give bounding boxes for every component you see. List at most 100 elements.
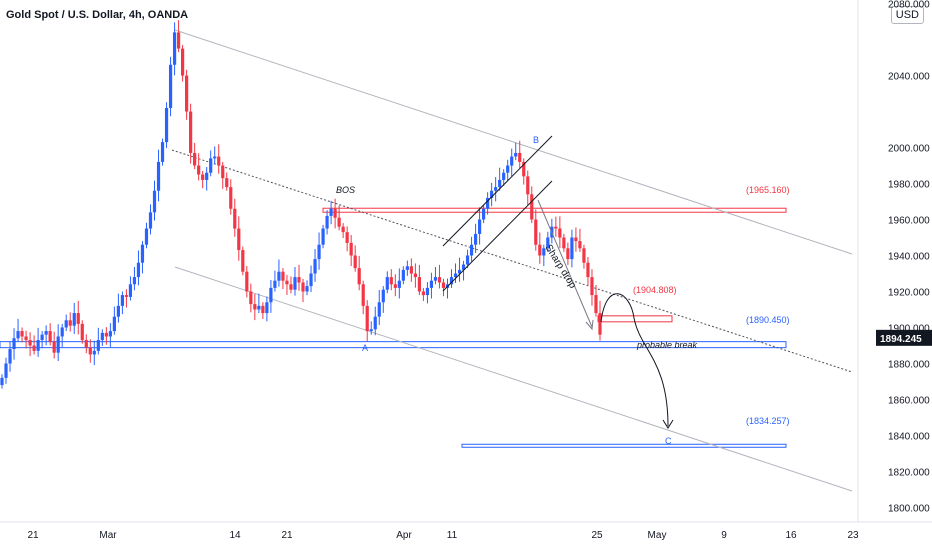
candle-body	[522, 161, 526, 177]
y-tick-label: 1920.000	[888, 287, 930, 298]
candle-body	[84, 340, 88, 348]
candle-body	[405, 266, 409, 270]
candle-body	[16, 331, 20, 339]
candle-body	[413, 273, 417, 278]
candles	[0, 20, 602, 389]
candle-body	[325, 215, 329, 229]
level-lines	[0, 207, 787, 448]
candle-body	[285, 280, 289, 285]
candle-body	[477, 219, 482, 234]
x-tick-label: 11	[447, 530, 458, 541]
candle-body	[341, 226, 345, 233]
candle-body	[265, 302, 269, 314]
candle-body	[353, 255, 357, 269]
candle-body	[120, 295, 125, 306]
candle-body	[52, 341, 56, 353]
candle-body	[176, 32, 181, 49]
candle-body	[473, 233, 478, 245]
candle-body	[181, 48, 185, 76]
candle-body	[241, 250, 245, 272]
candle-body	[506, 165, 510, 173]
x-tick-label: 9	[721, 530, 727, 541]
candle-body	[377, 302, 381, 317]
candle-body	[209, 158, 213, 173]
sharp-drop-arrowhead	[585, 319, 594, 331]
candle-body	[229, 187, 233, 209]
trend-lines	[171, 29, 853, 492]
candle-body	[457, 269, 462, 274]
annotations: BOS (1965.160) (1904.808) (1890.450) (1834.2…	[336, 135, 790, 446]
y-tick-label: 1960.000	[888, 216, 930, 227]
candle-body	[116, 305, 120, 317]
candle-body	[538, 244, 542, 256]
x-tick-label: 25	[591, 530, 603, 541]
candle-body	[60, 327, 64, 337]
flag-upper-line	[442, 135, 553, 247]
candle-body	[253, 304, 257, 310]
x-tick-label: 14	[229, 530, 241, 541]
candle-body	[329, 208, 333, 216]
candle-body	[160, 142, 165, 162]
candle-body	[321, 228, 325, 245]
candle-body	[570, 237, 574, 260]
candle-body	[441, 282, 446, 288]
currency-button[interactable]: USD	[890, 6, 924, 24]
level-1890-label: (1890.450)	[746, 315, 790, 325]
candle-body	[4, 363, 8, 378]
candle-body	[305, 286, 309, 292]
candle-body	[88, 347, 92, 355]
y-tick-label: 2040.000	[888, 72, 930, 83]
candle-body	[461, 264, 466, 270]
candle-body	[582, 248, 586, 263]
candle-body	[144, 228, 149, 245]
candle-body	[546, 237, 550, 249]
candle-body	[465, 255, 470, 265]
candle-body	[558, 228, 562, 238]
candle-body	[249, 291, 253, 305]
candle-body	[104, 332, 108, 337]
y-tick-label: 1860.000	[888, 395, 930, 406]
candle-body	[357, 268, 361, 285]
candle-body	[417, 277, 421, 292]
candle-body	[598, 313, 602, 335]
candle-body	[172, 32, 177, 65]
candle-body	[534, 219, 538, 245]
candle-body	[309, 273, 313, 287]
candle-body	[36, 340, 40, 351]
level-1890	[0, 341, 787, 349]
candle-body	[132, 277, 137, 285]
candle-body	[554, 226, 558, 229]
candle-body	[197, 165, 201, 175]
candle-body	[349, 242, 353, 256]
candle-body	[92, 350, 96, 355]
candle-body	[281, 271, 285, 281]
candle-body	[152, 190, 157, 213]
candle-body	[397, 280, 401, 288]
candle-body	[486, 197, 490, 209]
candle-body	[128, 284, 133, 297]
candle-body	[289, 284, 293, 290]
x-tick-label: Apr	[396, 530, 412, 541]
last-price-label: 1894.245	[880, 334, 922, 345]
candle-body	[317, 244, 321, 260]
projection-arrowhead	[662, 419, 674, 429]
x-tick-label: Mar	[99, 530, 117, 541]
candle-body	[108, 331, 112, 337]
candle-body	[393, 284, 397, 288]
y-tick-label: 1940.000	[888, 252, 930, 263]
candle-body	[385, 277, 389, 290]
candle-body	[449, 277, 454, 285]
y-tick-label: 1820.000	[888, 467, 930, 478]
candle-body	[421, 291, 426, 296]
candle-body	[189, 111, 193, 153]
candle-body	[201, 174, 205, 180]
candle-body	[574, 237, 578, 242]
candle-body	[429, 280, 434, 288]
candle-body	[12, 338, 16, 350]
candle-body	[365, 305, 369, 332]
candle-body	[373, 316, 377, 330]
candle-body	[100, 332, 104, 341]
candle-body	[164, 107, 169, 143]
drawings	[442, 135, 674, 429]
